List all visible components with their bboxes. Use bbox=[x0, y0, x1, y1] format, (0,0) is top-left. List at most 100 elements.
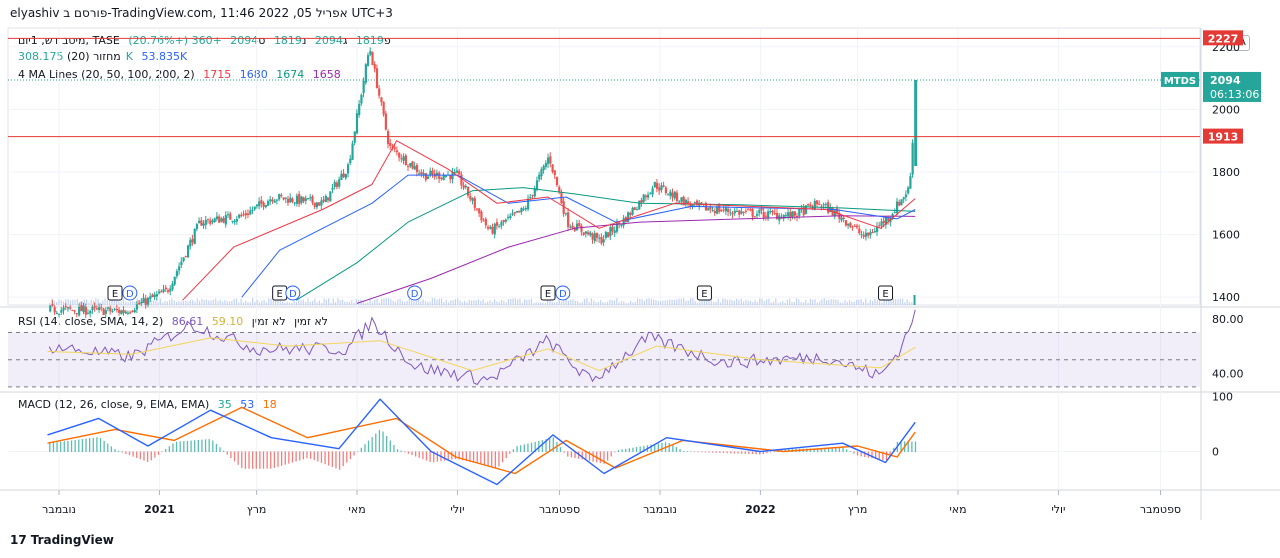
volume-bar bbox=[192, 299, 194, 305]
candle-body bbox=[271, 199, 274, 202]
macd-histogram-bar bbox=[878, 451, 880, 460]
macd-histogram-bar bbox=[520, 445, 522, 452]
volume-bar bbox=[514, 298, 516, 305]
macd-histogram-bar bbox=[889, 451, 891, 455]
candle-body bbox=[802, 207, 805, 216]
volume-bar bbox=[457, 298, 459, 305]
macd-histogram-bar bbox=[114, 449, 116, 452]
volume-bar bbox=[627, 302, 629, 305]
macd-histogram-bar bbox=[759, 451, 761, 455]
legend-ma50-value: 1680 bbox=[239, 68, 268, 81]
volume-bar bbox=[542, 302, 544, 305]
volume-bar bbox=[344, 301, 346, 305]
candle-body bbox=[775, 212, 779, 219]
volume-bar bbox=[756, 301, 758, 305]
macd-histogram-bar bbox=[103, 440, 105, 452]
candle-body bbox=[353, 131, 356, 143]
volume-bar bbox=[846, 301, 848, 305]
volume-bar bbox=[261, 300, 263, 305]
candle-body bbox=[467, 186, 470, 196]
volume-bar bbox=[902, 298, 904, 305]
x-tick-label: 2021 bbox=[144, 503, 175, 516]
volume-bar bbox=[166, 301, 168, 305]
volume-bar bbox=[210, 300, 212, 305]
candle-body bbox=[358, 103, 361, 115]
volume-bar bbox=[646, 298, 648, 305]
candle-body bbox=[507, 216, 510, 218]
macd-histogram-bar bbox=[911, 441, 913, 452]
macd-histogram-bar bbox=[447, 451, 449, 461]
volume-bar bbox=[92, 300, 95, 305]
candle-body bbox=[166, 290, 170, 292]
volume-bar bbox=[88, 302, 90, 305]
candle-body bbox=[555, 176, 559, 186]
volume-bar bbox=[851, 301, 853, 305]
volume-bar bbox=[470, 300, 473, 305]
candle-body bbox=[529, 196, 532, 198]
volume-bar bbox=[369, 298, 371, 305]
macd-histogram-bar bbox=[516, 446, 518, 452]
volume-bar bbox=[201, 298, 203, 305]
volume-bar bbox=[293, 299, 295, 305]
macd-histogram-bar bbox=[523, 444, 525, 452]
volume-bar bbox=[316, 302, 318, 305]
candle-body bbox=[722, 209, 725, 211]
macd-histogram-bar bbox=[635, 447, 638, 452]
candle-body bbox=[791, 211, 794, 217]
macd-histogram-bar bbox=[150, 451, 152, 461]
volume-bar bbox=[789, 298, 791, 305]
candle-body bbox=[382, 101, 385, 115]
volume-bar bbox=[848, 300, 851, 305]
macd-histogram-bar bbox=[726, 451, 728, 454]
candle-body bbox=[102, 308, 105, 316]
candle-body bbox=[113, 309, 116, 311]
macd-histogram-bar bbox=[375, 433, 377, 452]
volume-bar bbox=[300, 300, 302, 305]
macd-histogram-bar bbox=[360, 447, 362, 452]
volume-bar bbox=[625, 302, 627, 305]
macd-histogram-bar bbox=[393, 444, 395, 452]
volume-bar bbox=[558, 299, 560, 305]
candle-body bbox=[306, 198, 310, 200]
tradingview-logo[interactable]: 17 TradingView bbox=[10, 533, 114, 547]
volume-bar bbox=[116, 298, 118, 305]
volume-bar bbox=[226, 301, 228, 305]
candle-body bbox=[795, 216, 799, 218]
candle-body bbox=[587, 232, 590, 235]
candle-body bbox=[711, 210, 714, 212]
volume-bar bbox=[337, 298, 339, 305]
volume-bar bbox=[606, 301, 609, 305]
macd-histogram-bar bbox=[233, 451, 236, 462]
macd-histogram-bar bbox=[592, 451, 594, 462]
candle-body bbox=[484, 219, 487, 226]
macd-histogram-bar bbox=[740, 451, 743, 454]
volume-bar bbox=[830, 299, 832, 305]
candle-body bbox=[498, 226, 501, 228]
macd-histogram-bar bbox=[755, 451, 757, 455]
volume-bar bbox=[224, 300, 226, 305]
candle-body bbox=[764, 215, 768, 217]
candle-body bbox=[209, 220, 212, 224]
volume-bar bbox=[710, 299, 712, 305]
candle-body bbox=[351, 143, 354, 160]
candle-body bbox=[480, 211, 483, 221]
volume-bar bbox=[655, 300, 657, 305]
candle-body bbox=[815, 200, 819, 205]
volume-bar bbox=[79, 301, 81, 305]
macd-histogram-bar bbox=[309, 451, 312, 459]
macd-histogram-bar bbox=[324, 451, 326, 465]
macd-histogram-bar bbox=[570, 451, 573, 458]
volume-bar bbox=[86, 299, 88, 305]
macd-histogram-bar bbox=[715, 451, 717, 453]
volume-bar bbox=[766, 299, 768, 305]
macd-histogram-bar bbox=[639, 446, 641, 452]
volume-bar bbox=[798, 299, 800, 305]
volume-bar bbox=[171, 298, 173, 305]
volume-bar bbox=[385, 298, 387, 305]
candle-body bbox=[104, 310, 107, 314]
candle-body bbox=[304, 198, 307, 201]
tradingview-mark-icon: 17 bbox=[10, 533, 27, 547]
candle-body bbox=[240, 215, 243, 217]
candle-body bbox=[855, 225, 859, 228]
